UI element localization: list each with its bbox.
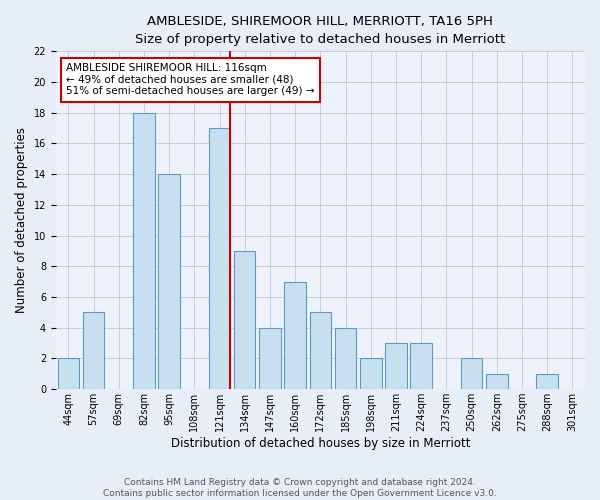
Bar — [310, 312, 331, 389]
Bar — [83, 312, 104, 389]
Bar — [486, 374, 508, 389]
Title: AMBLESIDE, SHIREMOOR HILL, MERRIOTT, TA16 5PH
Size of property relative to detac: AMBLESIDE, SHIREMOOR HILL, MERRIOTT, TA1… — [135, 15, 506, 46]
Bar — [158, 174, 180, 389]
Bar — [209, 128, 230, 389]
Bar — [461, 358, 482, 389]
Bar — [284, 282, 306, 389]
Bar — [58, 358, 79, 389]
Y-axis label: Number of detached properties: Number of detached properties — [15, 127, 28, 313]
Bar — [259, 328, 281, 389]
Bar — [410, 343, 432, 389]
Bar — [234, 251, 256, 389]
Bar — [360, 358, 382, 389]
Bar — [385, 343, 407, 389]
Text: Contains HM Land Registry data © Crown copyright and database right 2024.
Contai: Contains HM Land Registry data © Crown c… — [103, 478, 497, 498]
Bar — [536, 374, 558, 389]
X-axis label: Distribution of detached houses by size in Merriott: Distribution of detached houses by size … — [170, 437, 470, 450]
Text: AMBLESIDE SHIREMOOR HILL: 116sqm
← 49% of detached houses are smaller (48)
51% o: AMBLESIDE SHIREMOOR HILL: 116sqm ← 49% o… — [67, 63, 315, 96]
Bar — [133, 113, 155, 389]
Bar — [335, 328, 356, 389]
